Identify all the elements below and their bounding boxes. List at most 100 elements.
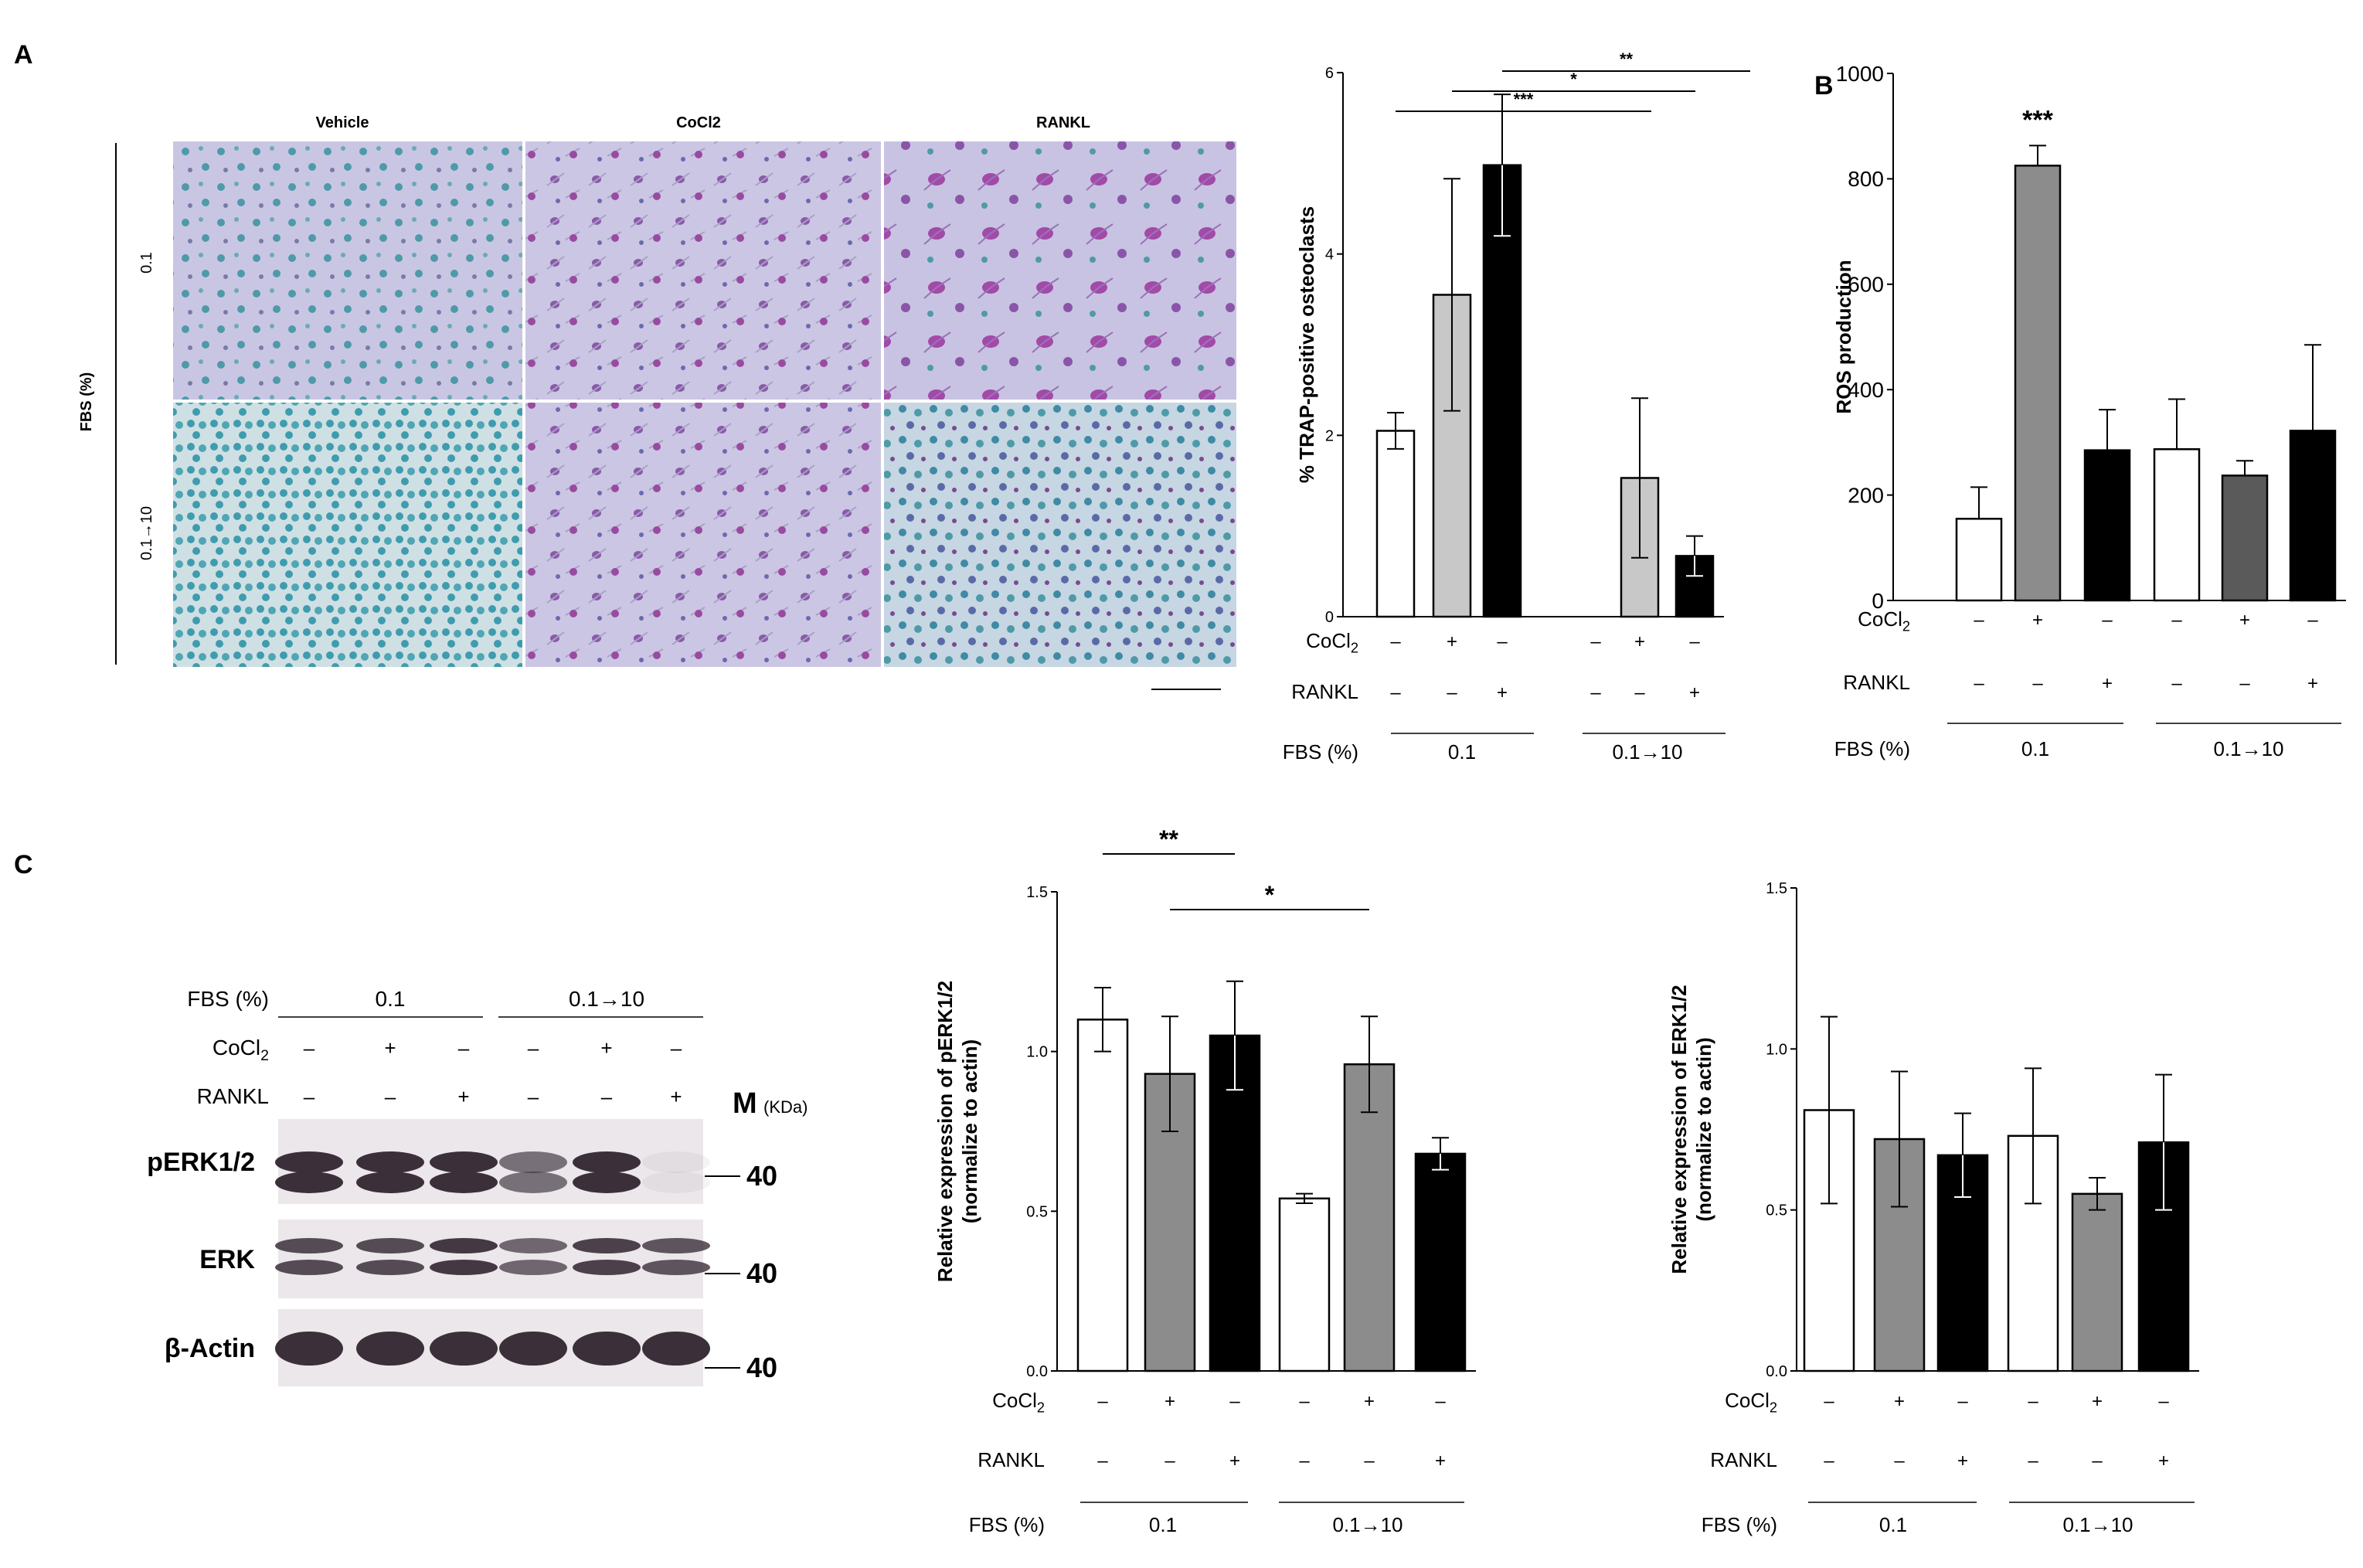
perk-bar xyxy=(1076,1019,1129,1372)
ros-fbs-group-label: 0.1→10 xyxy=(2213,737,2283,760)
western-rankl-sign: – xyxy=(601,1085,613,1108)
western-band xyxy=(642,1151,710,1173)
erk-fbs-group-label: 0.1→10 xyxy=(2062,1513,2133,1536)
ros-bar xyxy=(2221,474,2269,602)
western-band xyxy=(430,1151,498,1173)
ros-ytick-label: 600 xyxy=(1848,273,1884,297)
ros-ytick-label: 800 xyxy=(1848,167,1884,191)
ros-fbs-label: FBS (%) xyxy=(1834,737,1910,760)
perk-bar xyxy=(1209,1034,1261,1372)
western-fbs-group: 0.1→10 xyxy=(569,987,644,1011)
trap-cocl2-sign: + xyxy=(1447,631,1457,652)
ros-cocl2-sign: + xyxy=(2239,610,2250,631)
trap-significance-label: ** xyxy=(1620,49,1634,69)
erk-rankl-label: RANKL xyxy=(1710,1448,1777,1471)
perk-rankl-sign: – xyxy=(1097,1451,1108,1471)
perk-fbs-group-label: 0.1→10 xyxy=(1332,1513,1402,1536)
micrograph-vehicle-0.1 xyxy=(173,141,522,400)
western-rankl-sign: – xyxy=(385,1085,396,1108)
row-label-1: 0.1→10 xyxy=(138,506,155,560)
ros-bar xyxy=(2153,448,2201,602)
perk-ytick-label: 0.0 xyxy=(1026,1363,1048,1380)
ros-cocl2-label: CoCl2 xyxy=(1858,607,1910,634)
trap-rankl-sign: + xyxy=(1689,682,1700,703)
western-blot-label: ERK xyxy=(199,1245,255,1274)
col-label-vehicle: Vehicle xyxy=(316,114,369,131)
western-band xyxy=(573,1151,641,1173)
ros-rankl-sign: – xyxy=(2171,673,2182,694)
western-rankl-sign: – xyxy=(304,1085,315,1108)
trap-ytick-label: 4 xyxy=(1325,247,1334,264)
trap-cocl2-sign: – xyxy=(1390,631,1401,652)
trap-cocl2-label: CoCl2 xyxy=(1306,629,1358,656)
trap-bar xyxy=(1375,430,1416,618)
western-band xyxy=(430,1332,498,1366)
western-band xyxy=(573,1172,641,1193)
perk-rankl-sign: + xyxy=(1229,1451,1240,1471)
ros-cocl2-sign: – xyxy=(1974,610,1984,631)
ros-rankl-sign: + xyxy=(2307,673,2318,694)
trap-significance-label: * xyxy=(1570,70,1577,89)
trap-rankl-sign: + xyxy=(1497,682,1508,703)
western-band xyxy=(275,1332,343,1366)
trap-cocl2-sign: + xyxy=(1634,631,1645,652)
ros-fbs-group-label: 0.1 xyxy=(2021,737,2049,760)
perk-fbs-label: FBS (%) xyxy=(969,1513,1045,1536)
micrograph-cocl2-0.1-10 xyxy=(525,403,881,667)
col-label-rankl: RANKL xyxy=(1036,114,1090,131)
erk-cocl2-sign: – xyxy=(1957,1391,1968,1412)
trap-cocl2-sign: – xyxy=(1590,631,1601,652)
ros-rankl-sign: – xyxy=(2239,673,2250,694)
perk-ylabel: Relative expression of pERK1/2 xyxy=(933,981,957,1282)
perk-bar xyxy=(1414,1152,1467,1372)
micrograph-grid: Vehicle CoCl2 RANKL FBS (%) 0.1 0.1→10 xyxy=(78,114,1236,690)
micrograph-vehicle-0.1-10 xyxy=(173,403,522,667)
erk-rankl-sign: – xyxy=(2092,1451,2103,1471)
perk-rankl-sign: + xyxy=(1435,1451,1446,1471)
micrograph-rankl-0.1 xyxy=(884,141,1236,400)
western-rankl-sign: + xyxy=(670,1085,682,1108)
erk-rankl-sign: – xyxy=(2028,1451,2038,1471)
western-blot-label: pERK1/2 xyxy=(147,1148,255,1177)
western-band xyxy=(430,1260,498,1275)
erk-ylabel: Relative expression of ERK1/2 xyxy=(1668,985,1691,1274)
western-band xyxy=(573,1260,641,1275)
western-band xyxy=(356,1151,424,1173)
ros-rankl-sign: + xyxy=(2102,673,2113,694)
trap-rankl-sign: – xyxy=(1447,682,1457,703)
erk-fbs-group-label: 0.1 xyxy=(1879,1513,1907,1536)
trap-fbs-group-label: 0.1 xyxy=(1448,740,1476,764)
perk-ytick-label: 1.5 xyxy=(1026,884,1048,901)
trap-cocl2-sign: – xyxy=(1497,631,1508,652)
western-cocl2-label: CoCl2 xyxy=(212,1036,269,1064)
trap-ytick-label: 2 xyxy=(1325,427,1334,444)
erk-ylabel2: (normalize to actin) xyxy=(1692,1037,1715,1221)
erk-ytick-label: 1.0 xyxy=(1766,1041,1787,1058)
trap-ylabel: % TRAP-positive osteoclasts xyxy=(1295,206,1318,483)
perk-cocl2-sign: + xyxy=(1364,1391,1375,1412)
erk-cocl2-sign: + xyxy=(2092,1391,2103,1412)
panel-letter-b: B xyxy=(1814,71,1834,100)
perk-rankl-sign: – xyxy=(1299,1451,1310,1471)
perk-cocl2-sign: – xyxy=(1229,1391,1240,1412)
panel-letter-c: C xyxy=(14,850,33,879)
perk-rankl-label: RANKL xyxy=(978,1448,1045,1471)
row-axis-label: FBS (%) xyxy=(78,372,95,432)
erk-ytick-label: 0.0 xyxy=(1766,1363,1787,1380)
trap-cocl2-sign: – xyxy=(1689,631,1700,652)
row-label-0: 0.1 xyxy=(138,252,155,274)
western-cocl2-sign: – xyxy=(671,1036,682,1060)
ros-cocl2-sign: + xyxy=(2032,610,2043,631)
erk-cocl2-label: CoCl2 xyxy=(1725,1389,1777,1416)
western-band xyxy=(430,1238,498,1253)
western-kda-label: 40 xyxy=(746,1160,777,1192)
erk-cocl2-sign: – xyxy=(2028,1391,2038,1412)
western-band xyxy=(642,1172,710,1193)
western-band xyxy=(356,1172,424,1193)
western-blot-label: β-Actin xyxy=(165,1334,255,1363)
western-band xyxy=(499,1260,567,1275)
perk-cocl2-sign: – xyxy=(1097,1391,1108,1412)
micrograph-rankl-0.1-10 xyxy=(884,403,1236,667)
perk-rankl-sign: – xyxy=(1164,1451,1175,1471)
